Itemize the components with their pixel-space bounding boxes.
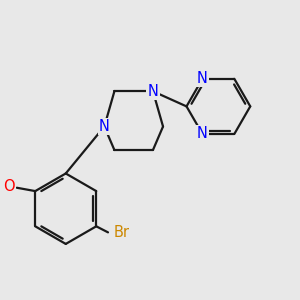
Text: N: N [99, 119, 110, 134]
Text: N: N [197, 127, 208, 142]
Text: O: O [4, 179, 15, 194]
Text: Br: Br [114, 225, 130, 240]
Text: N: N [148, 84, 158, 99]
Text: N: N [197, 71, 208, 86]
